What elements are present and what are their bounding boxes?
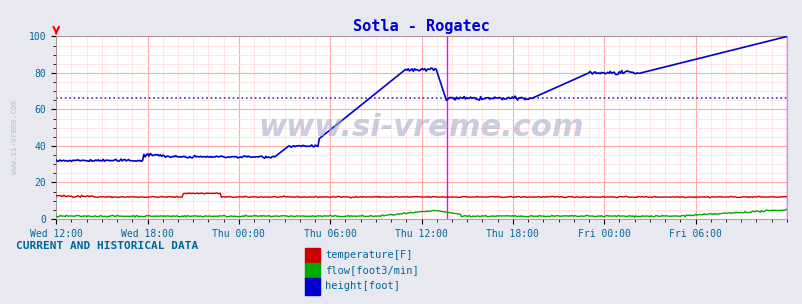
Text: CURRENT AND HISTORICAL DATA: CURRENT AND HISTORICAL DATA [16, 241, 198, 251]
Text: height[foot]: height[foot] [325, 281, 399, 291]
Text: flow[foot3/min]: flow[foot3/min] [325, 266, 419, 275]
Title: Sotla - Rogatec: Sotla - Rogatec [353, 19, 489, 34]
Text: www.si-vreme.com: www.si-vreme.com [258, 113, 584, 142]
Text: www.si-vreme.com: www.si-vreme.com [10, 100, 18, 174]
Text: temperature[F]: temperature[F] [325, 250, 412, 260]
